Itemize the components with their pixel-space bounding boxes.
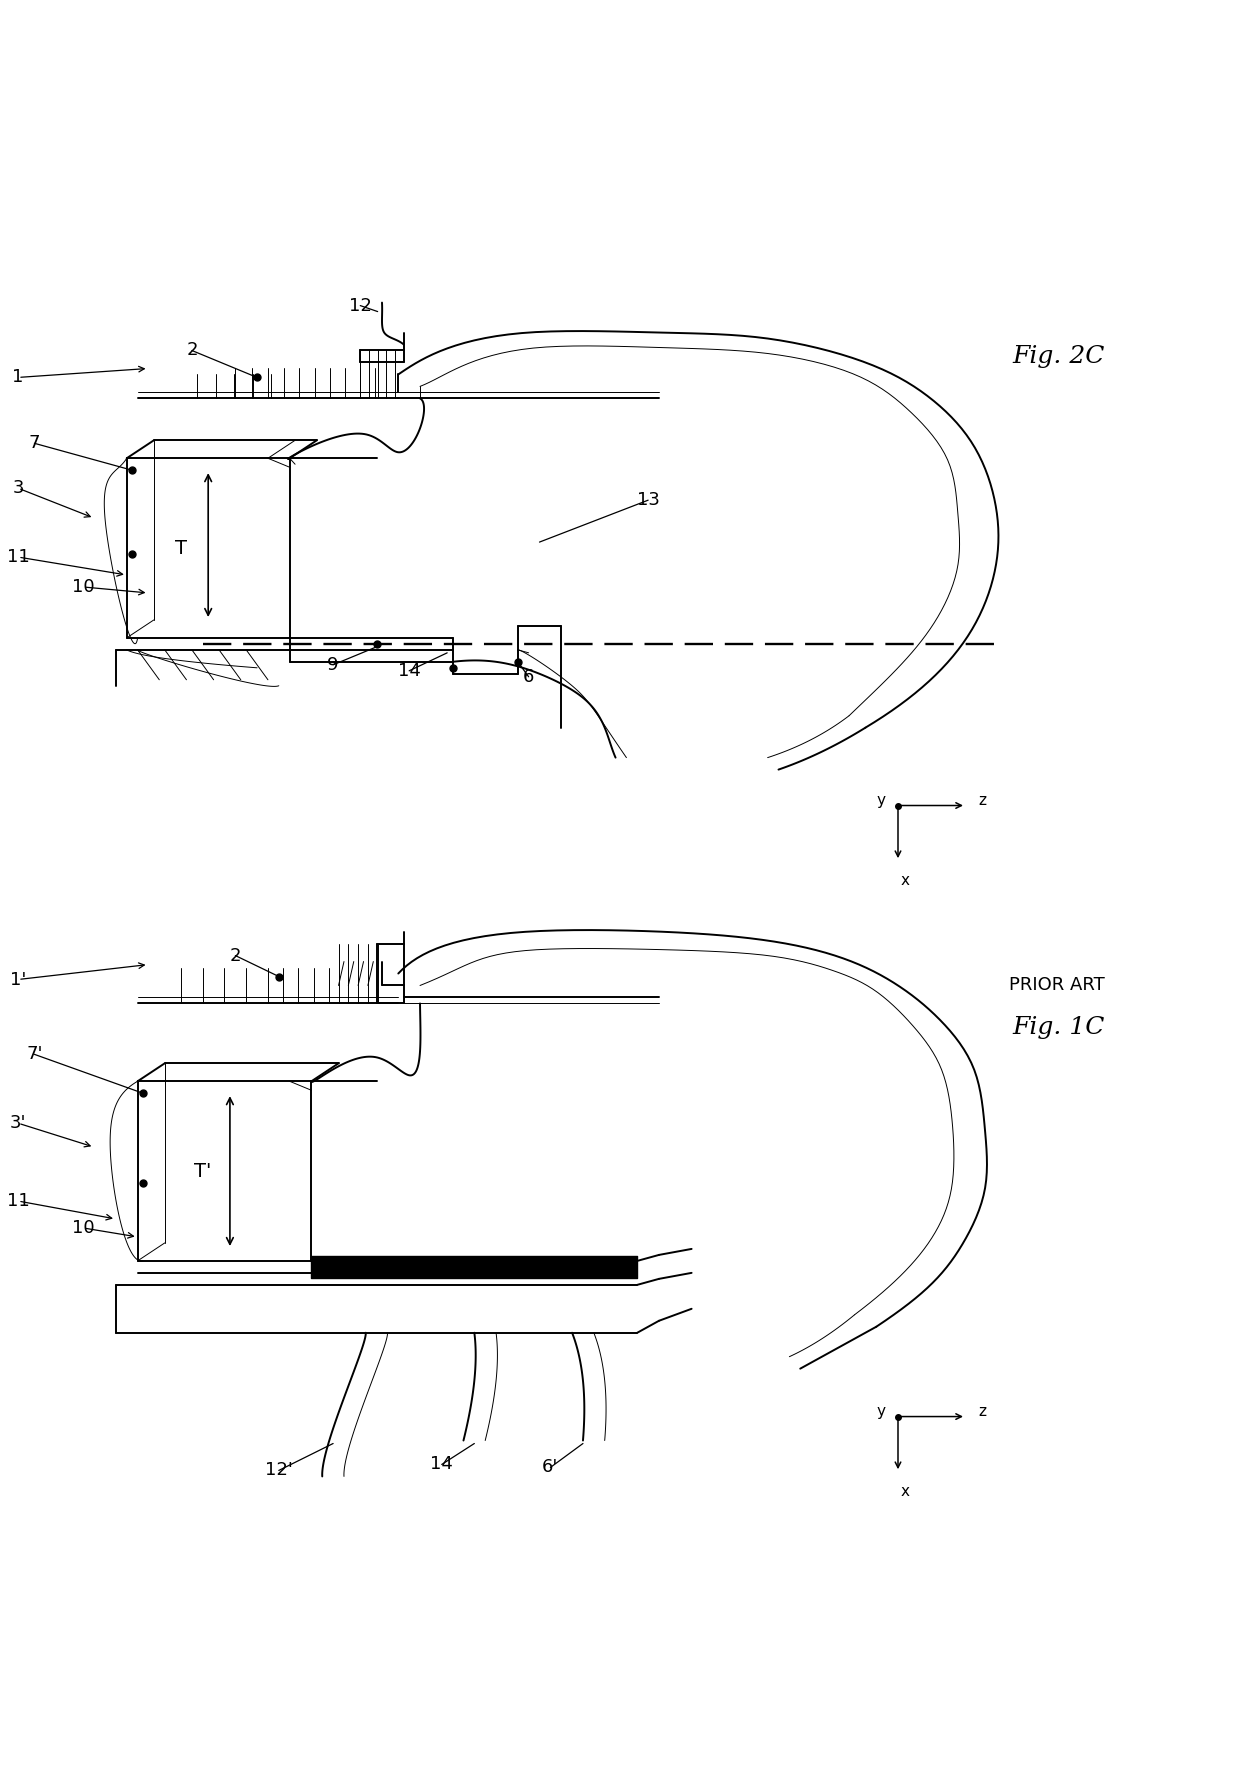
Text: 6: 6	[523, 668, 534, 686]
Text: 2: 2	[229, 947, 241, 965]
Text: 3: 3	[12, 480, 24, 498]
Text: T': T'	[195, 1162, 212, 1180]
Text: 9: 9	[327, 656, 339, 673]
Text: 14: 14	[430, 1456, 453, 1474]
Text: 2: 2	[186, 342, 197, 360]
Text: y: y	[877, 1404, 885, 1418]
Text: 6': 6'	[542, 1458, 558, 1476]
Text: z: z	[978, 1404, 986, 1418]
Text: x: x	[901, 874, 910, 888]
Text: T: T	[175, 539, 187, 557]
Text: Fig. 1C: Fig. 1C	[1012, 1015, 1105, 1039]
Text: Fig. 2C: Fig. 2C	[1012, 346, 1105, 367]
Text: 11: 11	[6, 548, 30, 566]
Text: y: y	[877, 793, 885, 808]
Text: PRIOR ART: PRIOR ART	[1008, 976, 1105, 994]
Text: 7': 7'	[26, 1046, 42, 1064]
Text: x: x	[901, 1485, 910, 1499]
Text: 14: 14	[398, 663, 420, 681]
Text: 1: 1	[12, 369, 24, 387]
Text: z: z	[978, 793, 986, 808]
Text: 12: 12	[348, 297, 372, 315]
Text: 1': 1'	[10, 971, 26, 989]
Text: 3': 3'	[10, 1114, 26, 1132]
Text: 7: 7	[29, 433, 40, 453]
Text: 10: 10	[72, 1220, 94, 1238]
Text: 10: 10	[72, 578, 94, 596]
Text: 12': 12'	[265, 1461, 293, 1479]
Text: 13: 13	[636, 491, 660, 509]
Text: 11: 11	[6, 1193, 30, 1211]
